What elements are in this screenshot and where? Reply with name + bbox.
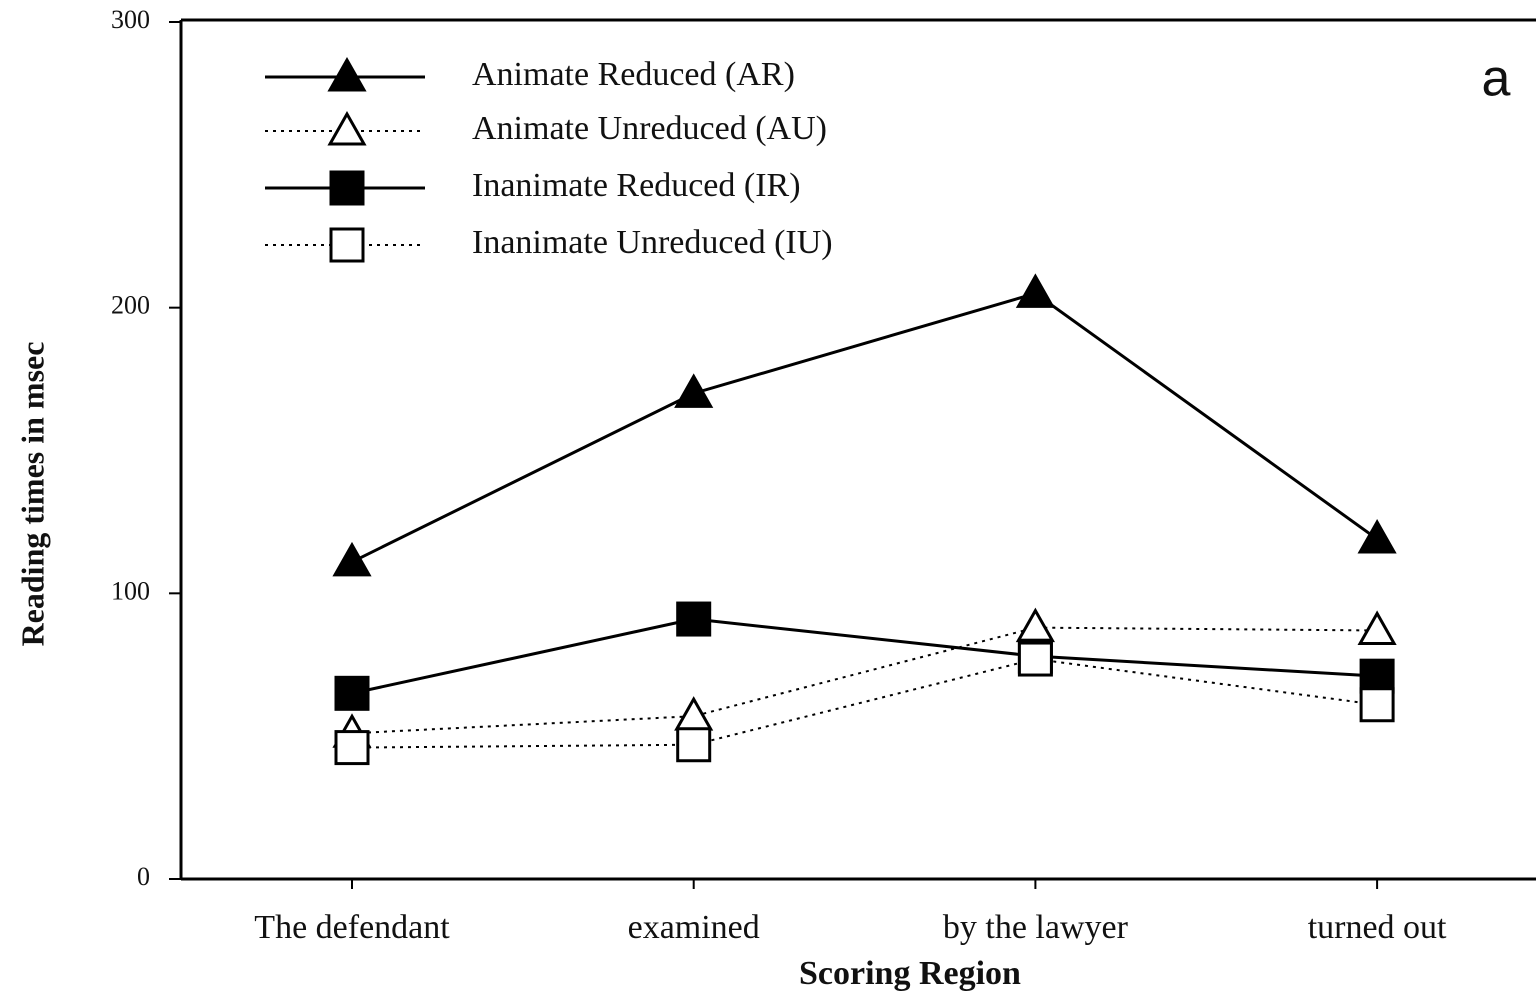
annotation: a [1482,50,1511,108]
y-tick-label: 200 [111,291,150,320]
y-tick-label: 300 [111,5,150,34]
marker [674,696,714,731]
legend-marker [329,227,365,263]
marker [676,601,712,637]
y-tick-label: 0 [137,862,150,891]
marker [1017,641,1053,677]
marker [1357,519,1397,554]
legend-label: Inanimate Unreduced (IU) [472,224,833,261]
legend-marker [329,170,365,206]
series-line [351,617,1378,695]
marker [1015,273,1055,308]
y-tick-label: 100 [111,576,150,605]
x-tick-label: The defendant [254,909,450,946]
legend-label: Animate Unreduced (AU) [472,110,827,147]
x-tick-label: examined [628,909,760,946]
legend-label: Inanimate Reduced (IR) [472,167,801,204]
legend-marker [327,110,367,146]
legend-marker [327,56,367,92]
marker [334,675,370,711]
legend-label: Animate Reduced (AR) [472,56,795,93]
marker [1357,610,1397,645]
marker [332,541,372,577]
marker [674,373,714,408]
marker [1015,607,1055,643]
x-axis-label: Scoring Region [799,955,1021,992]
marker [1359,687,1395,723]
x-tick-label: turned out [1308,909,1447,946]
y-axis-label: Reading times in msec [14,342,50,647]
series-line [351,658,1378,749]
marker [334,730,370,766]
x-tick-label: by the lawyer [943,909,1129,946]
series-line [351,291,1378,564]
marker [676,727,712,763]
series-line [351,626,1378,735]
